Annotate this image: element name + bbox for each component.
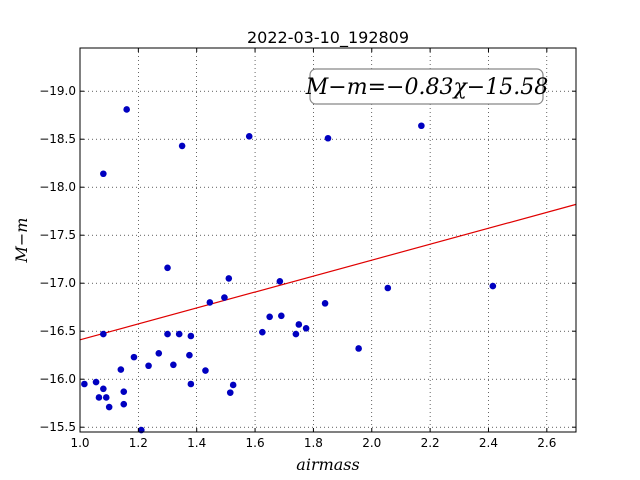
data-point: [175, 330, 183, 338]
data-point: [130, 353, 138, 361]
data-point: [164, 330, 171, 338]
data-point: [95, 394, 103, 401]
data-point: [187, 380, 195, 388]
data-point: [81, 380, 88, 388]
data-point: [278, 312, 285, 320]
y-tick-label: −16.0: [39, 372, 76, 386]
y-tick-label: −18.0: [39, 180, 76, 194]
data-point: [221, 294, 228, 301]
data-point: [259, 328, 266, 336]
data-point: [245, 133, 253, 140]
data-point: [100, 170, 107, 178]
fit-line: [79, 203, 577, 341]
y-tick-label: −15.5: [39, 420, 76, 434]
data-point: [292, 330, 300, 338]
data-point: [489, 282, 497, 290]
data-point: [187, 332, 195, 340]
x-tick-label: 2.0: [362, 436, 381, 450]
data-point: [295, 321, 303, 328]
data-point: [324, 134, 332, 142]
data-point: [384, 284, 392, 292]
data-point: [355, 345, 362, 352]
data-point: [226, 389, 234, 396]
data-points: [81, 85, 497, 434]
x-tick-label: 1.0: [70, 436, 89, 450]
axis-ticks: 1.0 1.2 1.4 1.6 1.8 2.0 2.2 2.4 2.6 −15.5 −16.0 −16…: [39, 48, 576, 450]
data-point: [266, 313, 273, 321]
x-tick-label: 1.6: [246, 436, 265, 450]
x-tick-label: 2.4: [479, 436, 498, 450]
data-point: [100, 385, 107, 393]
data-point: [202, 367, 209, 374]
x-tick-label: 2.2: [421, 436, 440, 450]
data-point: [178, 142, 186, 150]
fit-line-group: [79, 203, 577, 341]
x-tick-label: 2.6: [537, 436, 556, 450]
data-point: [117, 366, 125, 373]
grid-lines: [79, 48, 576, 432]
data-point: [102, 394, 110, 401]
annotation-box: [309, 68, 544, 105]
chart-title: 2022-03-10_192809: [247, 28, 409, 48]
y-tick-label: −18.5: [39, 132, 76, 146]
x-tick-label: 1.4: [187, 436, 206, 450]
data-point: [206, 299, 214, 306]
data-point: [186, 351, 193, 359]
data-point: [170, 361, 177, 369]
y-tick-label: −16.5: [39, 324, 76, 338]
data-point: [321, 300, 329, 307]
y-tick-label: −17.5: [39, 228, 76, 242]
data-point: [225, 275, 233, 282]
data-point: [92, 378, 100, 386]
data-point: [100, 330, 107, 338]
data-point: [123, 106, 130, 113]
y-tick-label: −17.0: [39, 276, 76, 290]
data-point: [155, 349, 163, 357]
data-point: [105, 403, 113, 411]
y-tick-label: −19.0: [39, 84, 76, 98]
data-point: [302, 325, 310, 332]
data-point: [145, 362, 152, 370]
data-point: [164, 264, 171, 272]
data-point: [276, 277, 284, 285]
plot-frame: [79, 47, 577, 433]
y-axis-label: M−m: [12, 218, 31, 264]
x-axis-label: airmass: [296, 455, 359, 474]
data-point: [120, 400, 128, 408]
x-tick-label: 1.8: [304, 436, 323, 450]
fit-equation: M−m=−0.83χ−15.58: [305, 75, 548, 100]
data-point: [418, 122, 425, 130]
data-point: [120, 388, 128, 395]
data-point: [229, 381, 237, 389]
x-tick-label: 1.2: [129, 436, 148, 450]
